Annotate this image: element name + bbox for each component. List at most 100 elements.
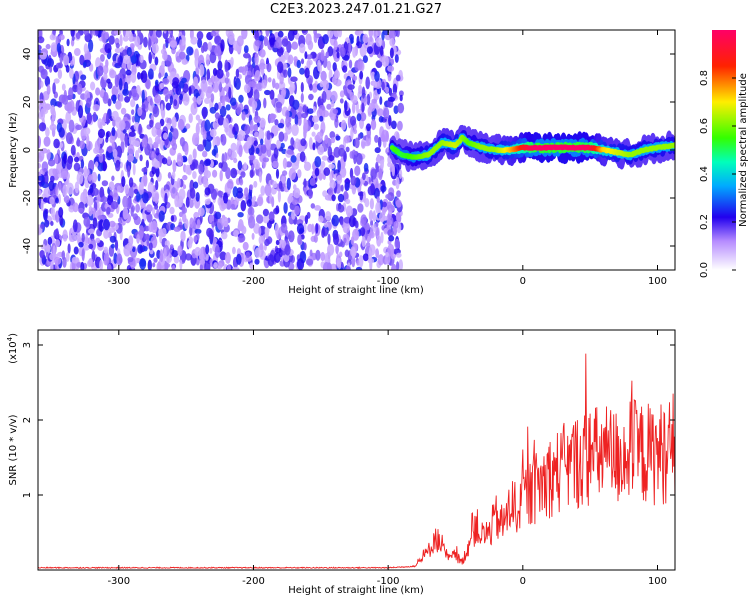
spectrogram-noise-cell — [132, 92, 140, 101]
spectrogram-noise-cell — [99, 259, 104, 270]
spectrogram-noise-cell — [249, 169, 254, 179]
spectrogram-noise-cell — [86, 112, 93, 125]
spectrogram-noise-cell — [149, 98, 153, 106]
spectrogram-noise-cell — [179, 137, 185, 147]
spectrogram-noise-cell — [345, 146, 350, 153]
spectrogram-noise-cell — [65, 252, 70, 262]
spectrogram-noise-cell — [99, 186, 105, 199]
spectrogram-noise-cell — [39, 52, 47, 60]
spectrogram-noise-cell — [193, 88, 199, 99]
spectrogram-noise-cell — [344, 249, 350, 258]
spectrogram-noise-cell — [286, 149, 294, 155]
spectrogram-noise-cell — [66, 158, 73, 170]
spectrogram-noise-cell — [50, 221, 54, 226]
spectrogram-noise-cell — [63, 54, 70, 66]
spectrogram-noise-cell — [189, 187, 196, 199]
figure-title: C2E3.2023.247.01.21.G27 — [270, 2, 442, 17]
spectrogram-noise-cell — [325, 211, 332, 221]
spectrogram-noise-cell — [253, 124, 259, 132]
spectrogram-noise-cell — [258, 235, 265, 246]
spectrogram-noise-cell — [151, 126, 158, 137]
spectrogram-noise-cell — [102, 160, 107, 172]
spectrogram-noise-cell — [213, 262, 218, 269]
spectrogram-noise-cell — [100, 54, 105, 62]
spectrogram-noise-cell — [395, 176, 400, 190]
spectrogram-noise-cell — [327, 233, 331, 246]
spectrogram-noise-cell — [159, 249, 164, 263]
spectrogram-noise-cell — [306, 59, 311, 70]
spectrogram-noise-cell — [305, 33, 312, 46]
spectrogram-noise-cell — [217, 190, 224, 197]
spectrogram-noise-cell — [53, 78, 60, 84]
spectrogram-noise-cell — [188, 113, 193, 124]
spectrogram-noise-cell — [320, 161, 326, 169]
spectrogram-noise-cell — [155, 147, 160, 156]
spectrogram-noise-cell — [132, 163, 136, 176]
spectrogram-noise-cell — [261, 79, 267, 89]
spectrogram-noise-cell — [189, 217, 194, 229]
spectrogram-noise-cell — [204, 260, 211, 270]
spectrogram-noise-cell — [122, 30, 126, 37]
spectrogram-noise-cell — [305, 258, 314, 266]
spectrogram-noise-cell — [385, 251, 389, 258]
spectrogram-noise-cell — [242, 241, 249, 251]
spectrogram-noise-cell — [151, 165, 156, 175]
spectrogram-noise-cell — [264, 183, 272, 197]
spectrogram-noise-cell — [90, 81, 96, 91]
spectrogram-noise-cell — [88, 228, 95, 234]
spectrogram-noise-cell — [381, 81, 385, 91]
spectrogram-noise-cell — [55, 239, 61, 248]
spectrogram-noise-cell — [316, 131, 323, 143]
colorbar-tick-label: 0.2 — [699, 214, 710, 230]
spectrogram-noise-cell — [256, 196, 264, 207]
spectrogram-noise-cell — [178, 80, 185, 89]
spectrogram-noise-cell — [271, 99, 275, 106]
spectrogram-noise-cell — [349, 91, 354, 101]
spectrogram-noise-cell — [291, 41, 299, 50]
spectrogram-noise-cell — [282, 157, 288, 169]
spectrogram-noise-cell — [148, 242, 153, 251]
spectrogram-noise-cell — [177, 177, 181, 188]
spectrogram-noise-cell — [393, 221, 399, 229]
spectrogram-noise-cell — [181, 58, 188, 65]
spectrogram-noise-cell — [51, 109, 57, 121]
spectrogram-noise-cell — [111, 127, 116, 137]
spectrogram-noise-cell — [321, 155, 329, 161]
spectrogram-noise-cell — [253, 180, 258, 188]
spectrogram-noise-cell — [171, 171, 176, 180]
spectrogram-noise-cell — [61, 83, 66, 91]
spectrogram-noise-cell — [38, 189, 42, 196]
spectrogram-noise-cell — [267, 77, 272, 83]
spectrogram-noise-cell — [182, 213, 187, 223]
spectrogram-noise-cell — [178, 188, 186, 200]
spectrogram-noise-cell — [86, 97, 92, 109]
spectrogram-noise-cell — [158, 72, 162, 79]
spectrogram-noise-cell — [128, 90, 132, 99]
spectrogram-noise-cell — [314, 205, 321, 211]
spectrogram-noise-cell — [391, 120, 397, 130]
spectrogram-noise-cell — [283, 202, 288, 214]
spectrogram-noise-cell — [55, 228, 59, 239]
spectrogram-noise-cell — [221, 231, 228, 240]
spectrogram-noise-cell — [324, 194, 332, 201]
spectrogram-noise-cell — [227, 188, 232, 195]
spectrogram-noise-cell — [340, 241, 345, 248]
spectrogram-noise-cell — [56, 42, 62, 53]
spectrogram-noise-cell — [144, 233, 150, 240]
spectrogram-noise-cell — [333, 146, 341, 158]
spectrogram-noise-cell — [162, 52, 168, 61]
spectrogram-noise-cell — [370, 183, 375, 194]
spectrogram-noise-cell — [337, 107, 342, 115]
spectrogram-noise-cell — [304, 214, 308, 225]
spectrogram-noise-cell — [324, 253, 329, 265]
spectrogram-noise-cell — [389, 37, 395, 47]
spectrogram-noise-cell — [381, 55, 389, 67]
spectrogram-noise-cell — [102, 91, 109, 104]
spectrogram-noise-cell — [370, 168, 377, 180]
spectrogram-noise-cell — [203, 175, 208, 185]
spectrogram-noise-cell — [49, 66, 53, 73]
spectrogram-noise-cell — [342, 65, 348, 73]
spectrogram-noise-cell — [70, 144, 76, 156]
spectrogram-noise-cell — [78, 207, 84, 213]
spectrogram-noise-cell — [159, 82, 165, 90]
